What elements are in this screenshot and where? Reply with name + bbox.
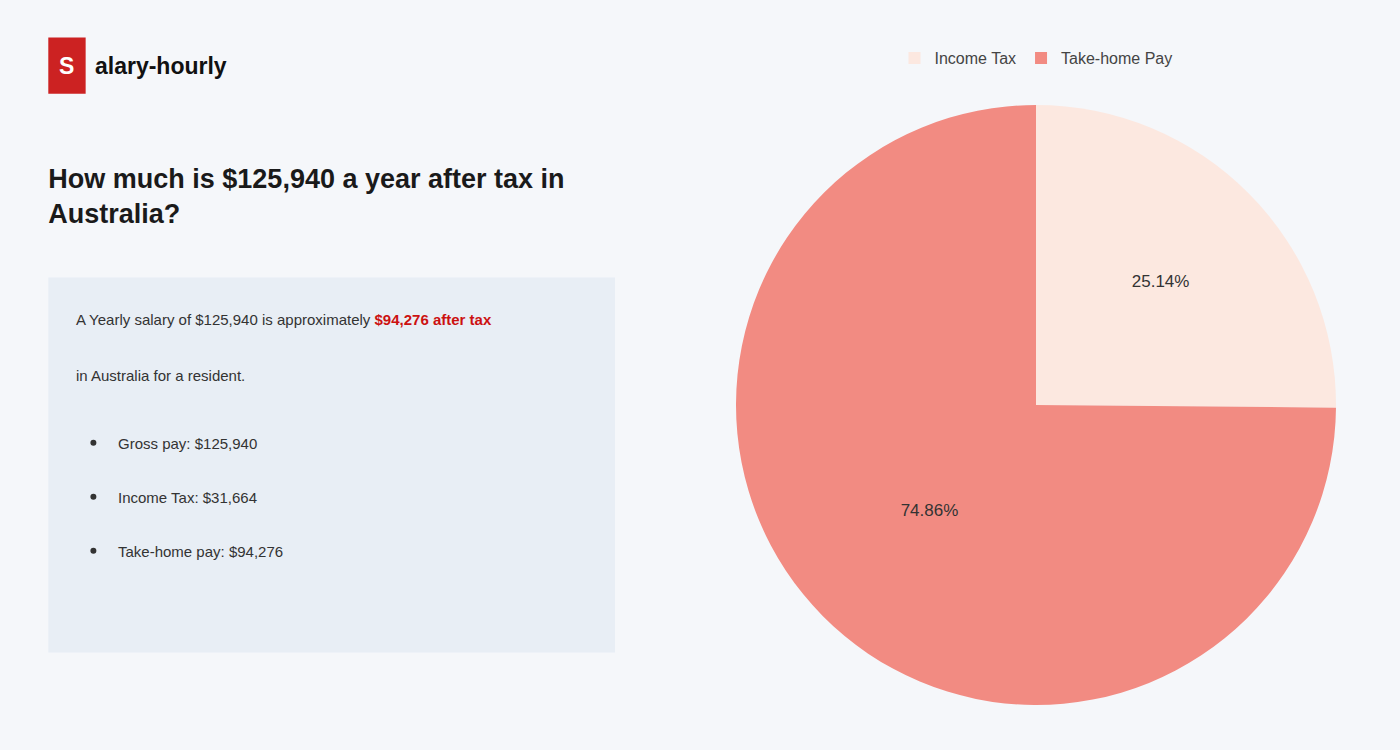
svg-text:25.14%: 25.14% [1132, 272, 1190, 291]
svg-text:Take-home Pay: Take-home Pay [1061, 50, 1172, 67]
svg-text:A Yearly salary of $125,940 is: A Yearly salary of $125,940 is approxima… [76, 311, 492, 328]
svg-text:How much is $125,940 a year af: How much is $125,940 a year after tax in… [48, 164, 564, 229]
svg-text:Gross pay: $125,940: Gross pay: $125,940 [118, 435, 257, 452]
svg-text:Income Tax: $31,664: Income Tax: $31,664 [118, 489, 257, 506]
svg-text:alary-hourly: alary-hourly [95, 53, 227, 79]
svg-text:74.86%: 74.86% [901, 501, 959, 520]
svg-text:Take-home pay: $94,276: Take-home pay: $94,276 [118, 543, 283, 560]
svg-text:Income Tax: Income Tax [935, 50, 1017, 67]
svg-text:S: S [59, 53, 74, 79]
svg-text:in Australia for a resident.: in Australia for a resident. [76, 367, 245, 384]
